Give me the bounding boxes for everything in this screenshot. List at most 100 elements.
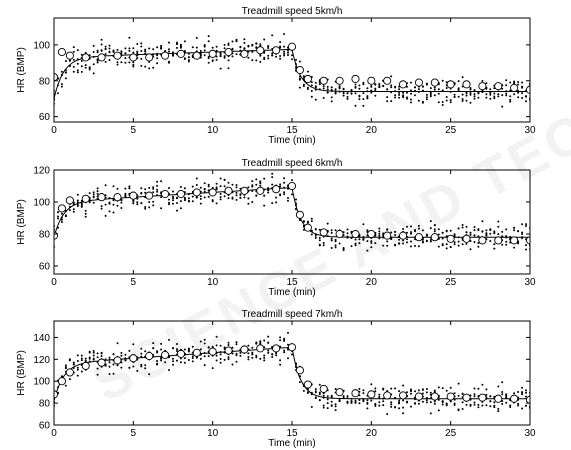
mean-point (367, 76, 376, 85)
subject-point (191, 360, 194, 363)
subject-point (417, 227, 420, 230)
subject-point (509, 100, 512, 103)
subject-point (461, 100, 464, 102)
subject-point (263, 38, 266, 41)
plot-area (54, 172, 530, 252)
subject-point (76, 199, 79, 202)
subject-point (203, 196, 206, 199)
subject-point (517, 404, 520, 407)
subject-point (199, 197, 202, 200)
subject-point (120, 352, 123, 354)
y-tick-label: 80 (39, 230, 51, 241)
subject-point (509, 81, 512, 84)
y-tick-label: 80 (39, 76, 51, 87)
subject-point (493, 231, 496, 234)
subject-point (140, 42, 143, 45)
subject-point (255, 42, 258, 45)
subject-point (402, 412, 405, 415)
subject-point (80, 53, 83, 56)
subject-point (279, 339, 282, 342)
subject-point (128, 49, 131, 52)
subject-point (318, 236, 321, 239)
subject-point (247, 202, 250, 205)
subject-point (60, 221, 63, 223)
subject-point (441, 231, 444, 234)
subject-point (410, 240, 412, 243)
subject-point (120, 199, 123, 202)
subject-point (362, 223, 365, 226)
subject-point (172, 195, 174, 198)
subject-point (417, 88, 420, 91)
subject-point (437, 245, 440, 248)
x-tick-label: 5 (131, 125, 137, 136)
mean-point (335, 388, 344, 397)
subject-point (398, 94, 401, 96)
subject-point (247, 45, 250, 48)
subject-point (453, 402, 456, 405)
subject-point (489, 97, 492, 100)
subject-point (457, 240, 460, 243)
subject-point (306, 70, 309, 73)
subject-point (402, 399, 405, 402)
mean-point (335, 229, 344, 239)
subject-point (68, 358, 71, 361)
subject-point (378, 230, 381, 233)
subject-point (231, 346, 234, 349)
subject-point (211, 46, 214, 49)
subject-point (84, 212, 87, 215)
subject-point (100, 351, 103, 354)
x-tick-label: 20 (366, 125, 378, 136)
subject-point (116, 342, 119, 345)
subject-point (183, 361, 186, 364)
subject-point (517, 96, 520, 99)
subject-point (112, 211, 115, 214)
subject-point (334, 91, 337, 94)
subject-point (509, 98, 512, 101)
subject-point (425, 401, 428, 404)
subject-point (406, 400, 408, 403)
subject-point (124, 192, 127, 195)
subject-point (223, 346, 226, 349)
subject-point (251, 201, 254, 203)
subject-point (505, 79, 508, 82)
subject-point (362, 400, 365, 403)
subject-point (251, 59, 254, 62)
subject-point (84, 357, 87, 360)
mean-point (319, 228, 328, 237)
subject-point (457, 382, 460, 385)
subject-point (64, 71, 67, 74)
mean-point (192, 348, 201, 357)
subject-point (104, 53, 107, 56)
mean-point (113, 356, 122, 365)
mean-point (287, 343, 297, 352)
subject-point (136, 43, 139, 45)
x-tick-label: 20 (366, 428, 378, 439)
x-tick-label: 5 (131, 428, 137, 439)
subject-point (406, 241, 408, 244)
subject-point (453, 234, 456, 237)
subject-point (128, 61, 131, 64)
subject-point (259, 357, 262, 360)
subject-point (386, 228, 389, 231)
subject-point (104, 48, 107, 51)
subject-point (172, 54, 174, 57)
mean-point (256, 344, 265, 353)
mean-point (57, 204, 66, 213)
subject-point (112, 363, 115, 366)
subject-point (263, 177, 266, 180)
subject-point (120, 207, 123, 209)
subject-point (60, 85, 63, 88)
subject-point (501, 94, 504, 97)
subject-point (156, 362, 159, 365)
subject-point (461, 401, 464, 404)
subject-point (199, 186, 202, 189)
subject-point (334, 88, 337, 91)
subject-point (461, 243, 464, 246)
subject-point (398, 407, 401, 410)
subject-point (136, 50, 139, 53)
subject-point (176, 43, 178, 45)
subject-point (326, 91, 329, 94)
subject-point (144, 50, 147, 53)
subject-point (176, 196, 178, 199)
subject-point (112, 50, 115, 53)
